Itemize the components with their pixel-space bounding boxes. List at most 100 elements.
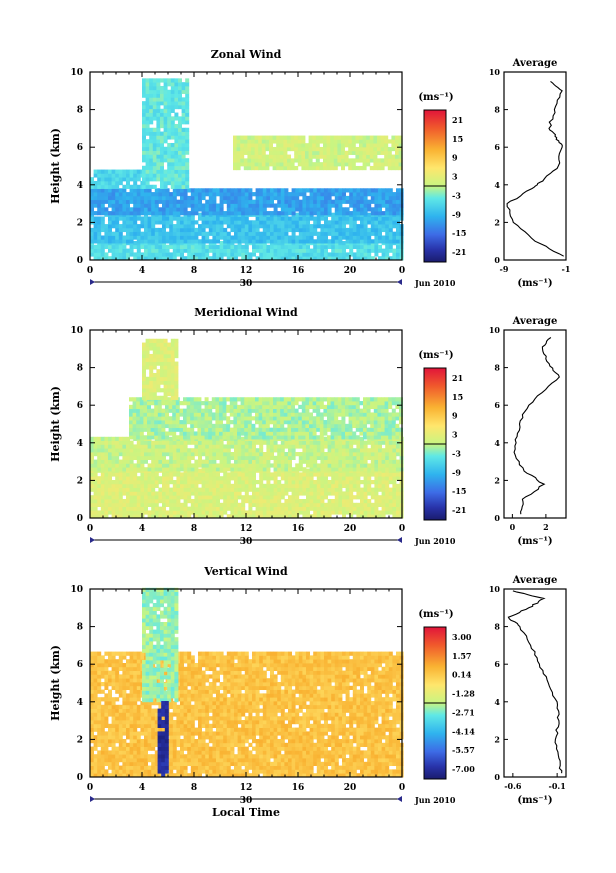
heatmap-cell bbox=[381, 495, 386, 500]
heatmap-cell bbox=[370, 467, 375, 472]
heatmap-cell bbox=[345, 435, 349, 440]
heatmap-cell bbox=[126, 224, 130, 229]
heatmap-cell bbox=[108, 231, 112, 236]
heatmap-cell bbox=[100, 184, 105, 189]
heatmap-cell bbox=[142, 104, 146, 110]
heatmap-cell bbox=[230, 502, 235, 507]
heatmap-cell bbox=[392, 444, 397, 449]
heatmap-cell bbox=[122, 173, 127, 178]
heatmap-cell bbox=[270, 448, 274, 453]
heatmap-cell bbox=[370, 448, 375, 453]
heatmap-cell bbox=[163, 82, 168, 87]
heatmap-cell bbox=[244, 459, 249, 464]
heatmap-cell bbox=[248, 239, 253, 244]
heatmap-cell bbox=[144, 483, 148, 488]
heatmap-cell bbox=[312, 427, 317, 432]
heatmap-cell bbox=[144, 195, 148, 201]
heatmap-cell bbox=[261, 165, 266, 171]
heatmap-cell bbox=[302, 192, 307, 197]
heatmap-cell bbox=[243, 150, 248, 155]
heatmap-cell bbox=[243, 135, 248, 140]
heatmap-cell bbox=[374, 239, 379, 244]
heatmap-cell bbox=[190, 476, 195, 481]
heatmap-cell bbox=[180, 510, 184, 515]
heatmap-cell bbox=[396, 499, 400, 504]
heatmap-cell bbox=[243, 158, 248, 163]
heatmap-cell bbox=[309, 195, 314, 201]
heatmap-cell bbox=[362, 135, 367, 140]
heatmap-cell bbox=[145, 146, 150, 151]
heatmap-cell bbox=[331, 227, 336, 233]
heatmap-cell bbox=[118, 203, 123, 208]
heatmap-cell bbox=[215, 435, 220, 440]
heatmap-cell bbox=[381, 211, 386, 216]
heatmap-cell bbox=[126, 211, 130, 216]
heatmap-cell bbox=[291, 401, 295, 406]
heatmap-cell bbox=[270, 244, 274, 249]
heatmap-cell bbox=[331, 244, 336, 249]
heatmap-cell bbox=[331, 239, 336, 244]
heatmap-cell bbox=[244, 472, 249, 477]
heatmap-cell bbox=[331, 487, 336, 492]
heatmap-cell bbox=[219, 487, 224, 492]
heatmap-cell bbox=[288, 192, 292, 197]
heatmap-cell bbox=[190, 506, 195, 511]
heatmap-cell bbox=[327, 207, 332, 212]
heatmap-cell bbox=[349, 224, 354, 229]
heatmap-cell bbox=[269, 397, 274, 402]
heatmap-cell bbox=[172, 480, 177, 485]
heatmap-cell bbox=[367, 499, 372, 504]
heatmap-cell bbox=[115, 491, 120, 496]
heatmap-cell bbox=[150, 401, 155, 406]
heatmap-cell bbox=[360, 195, 364, 201]
heatmap-cell bbox=[156, 131, 161, 136]
heatmap-cell bbox=[327, 404, 331, 410]
heatmap-cell bbox=[388, 211, 393, 216]
heatmap-cell bbox=[367, 192, 372, 197]
heatmap-cell bbox=[374, 192, 379, 197]
heatmap-cell bbox=[108, 169, 112, 174]
heatmap-cell bbox=[258, 146, 263, 152]
heatmap-cell bbox=[301, 162, 306, 167]
heatmap-cell bbox=[151, 252, 156, 257]
heatmap-cell bbox=[324, 231, 328, 236]
heatmap-cell bbox=[160, 101, 164, 106]
heatmap-cell bbox=[295, 207, 300, 212]
heatmap-cell bbox=[280, 397, 285, 402]
heatmap-cell bbox=[219, 211, 224, 216]
heatmap-cell bbox=[122, 483, 127, 488]
heatmap-cell bbox=[174, 135, 179, 140]
heatmap-cell bbox=[226, 408, 231, 413]
heatmap-cell bbox=[345, 397, 349, 402]
heatmap-cell bbox=[316, 235, 321, 240]
heatmap-cell bbox=[342, 463, 346, 468]
heatmap-cell bbox=[244, 427, 249, 432]
heatmap-cell bbox=[201, 239, 206, 244]
heatmap-cell bbox=[194, 244, 199, 249]
heatmap-cell bbox=[294, 435, 299, 440]
heatmap-cell bbox=[175, 404, 180, 410]
heatmap-cell bbox=[193, 401, 198, 406]
heatmap-cell bbox=[244, 467, 249, 472]
heatmap-cell bbox=[279, 162, 284, 167]
heatmap-cell bbox=[158, 252, 163, 257]
heatmap-cell bbox=[313, 495, 318, 500]
heatmap-cell bbox=[302, 252, 307, 257]
heatmap-cell bbox=[262, 231, 267, 236]
heatmap-cell bbox=[163, 85, 168, 91]
heatmap-cell bbox=[302, 499, 307, 504]
heatmap-cell bbox=[327, 416, 331, 421]
heatmap-cell bbox=[162, 499, 166, 504]
heatmap-cell bbox=[180, 483, 184, 488]
heatmap-cell bbox=[240, 420, 245, 425]
heatmap-cell bbox=[284, 256, 289, 261]
heatmap-cell bbox=[165, 404, 169, 410]
heatmap-cell bbox=[179, 412, 184, 417]
heatmap-cell bbox=[273, 235, 278, 240]
heatmap-cell bbox=[93, 248, 98, 253]
heatmap-cell bbox=[319, 150, 324, 155]
heatmap-cell bbox=[309, 231, 314, 236]
heatmap-cell bbox=[323, 404, 328, 410]
heatmap-cell bbox=[93, 480, 98, 485]
heatmap-cell bbox=[302, 510, 307, 515]
